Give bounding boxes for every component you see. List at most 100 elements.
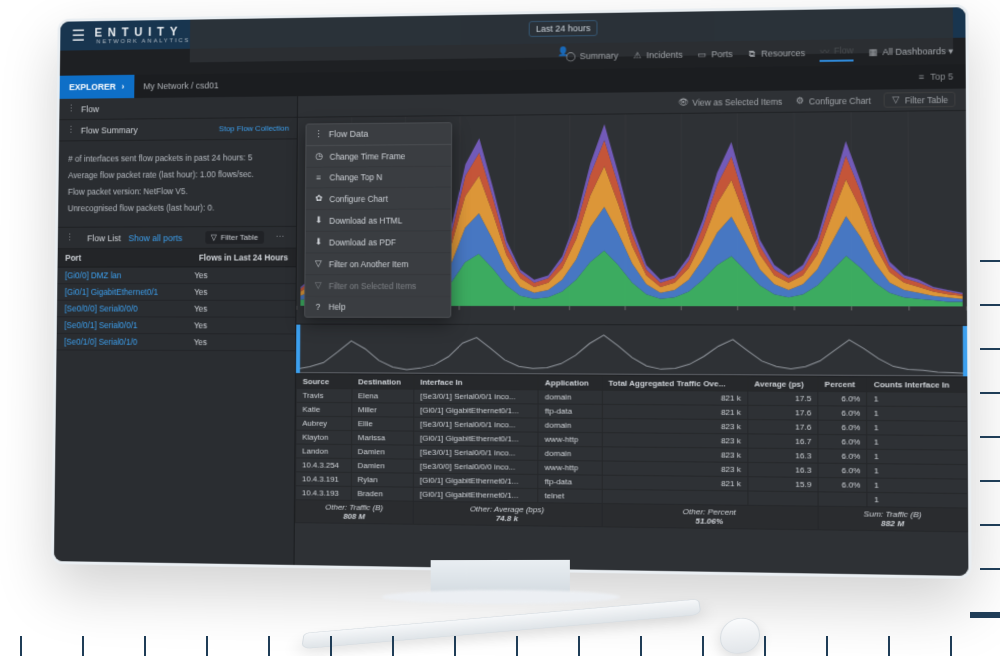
tab-icon: ▭ bbox=[697, 49, 707, 60]
col-header[interactable]: Application bbox=[538, 376, 602, 390]
gear-icon: ⚙ bbox=[795, 95, 805, 106]
flowlist-col-flows[interactable]: Flows in Last 24 Hours bbox=[199, 253, 288, 263]
tab-icon: ▦ bbox=[868, 46, 878, 57]
ctxmenu-item: ▽Filter on Selected Items bbox=[305, 275, 450, 297]
filter-icon: ≡ bbox=[919, 72, 925, 82]
ctxmenu-item[interactable]: ✿Configure Chart bbox=[306, 188, 451, 211]
chart-overview[interactable] bbox=[296, 325, 967, 378]
topn-label[interactable]: Top 5 bbox=[930, 71, 953, 81]
ctxmenu-item[interactable]: ⬇Download as HTML bbox=[306, 209, 451, 231]
port-link[interactable]: [Gi0/1] GigabitEthernet0/1 bbox=[65, 287, 195, 297]
show-all-ports-link[interactable]: Show all ports bbox=[128, 233, 182, 243]
ctxmenu-item-icon: ⬇ bbox=[313, 237, 323, 248]
ctxmenu-title: Flow Data bbox=[329, 129, 369, 140]
stop-flow-link[interactable]: Stop Flow Collection bbox=[219, 124, 289, 133]
flowlist-table: Port Flows in Last 24 Hours [Gi0/0] DMZ … bbox=[57, 249, 296, 352]
drag-icon: ⋮ bbox=[67, 125, 76, 136]
port-link[interactable]: [Se0/1/0] Serial0/1/0 bbox=[64, 337, 194, 347]
port-link[interactable]: [Se0/0/0] Serial0/0/0 bbox=[65, 304, 195, 314]
main: ⋮ Flow ⋮ Flow Summary Stop Flow Collecti… bbox=[54, 89, 968, 576]
flowlist-row[interactable]: [Gi0/0] DMZ lanYes bbox=[57, 267, 295, 284]
flow-title: Flow bbox=[81, 104, 99, 114]
filter-table-button[interactable]: ▽ Filter Table bbox=[205, 231, 264, 244]
breadcrumb-path[interactable]: My Network / csd01 bbox=[134, 80, 229, 91]
overview-handle[interactable] bbox=[296, 325, 300, 374]
chevron-right-icon: › bbox=[121, 82, 124, 92]
filter-table-label: Filter Table bbox=[221, 233, 259, 242]
summary-line: Average flow packet rate (last hour): 1.… bbox=[68, 166, 287, 184]
flowlist-row[interactable]: [Gi0/1] GigabitEthernet0/1Yes bbox=[57, 284, 296, 301]
explorer-label: EXPLORER bbox=[69, 82, 116, 92]
ctxmenu-item[interactable]: ▽Filter on Another Item bbox=[305, 253, 450, 275]
ctxmenu-item-icon: ✿ bbox=[314, 193, 324, 204]
brand: ENTUITY NETWORK ANALYTICS bbox=[94, 24, 190, 45]
port-link[interactable]: [Se0/0/1] Serial0/0/1 bbox=[64, 320, 194, 330]
ctxmenu-item[interactable]: ◷Change Time Frame bbox=[306, 145, 451, 168]
flow-summary-bar: ⋮ Flow Summary Stop Flow Collection bbox=[59, 118, 297, 142]
menu-icon: ⋮ bbox=[314, 129, 323, 140]
tab-ports[interactable]: ▭Ports bbox=[697, 46, 733, 64]
col-header[interactable]: Interface In bbox=[414, 375, 539, 390]
clock-icon: ◷ bbox=[559, 4, 567, 11]
right-panel: 👁View as Selected Items ⚙Configure Chart… bbox=[294, 89, 968, 576]
ctxmenu-item[interactable]: ?Help bbox=[305, 297, 450, 317]
ctxmenu-item[interactable]: ≡Change Top N bbox=[306, 167, 451, 189]
footer-cell: Other: Percent51.06% bbox=[602, 504, 819, 530]
brand-name: ENTUITY bbox=[95, 25, 184, 40]
summary-line: # of interfaces sent flow packets in pas… bbox=[68, 149, 287, 167]
topbar: ☰ ENTUITY NETWORK ANALYTICS ◷ Last 24 ho… bbox=[60, 7, 965, 50]
chart-context-menu: ⋮ Flow Data ◷Change Time Frame≡Change Top… bbox=[304, 122, 452, 318]
flow-summary-title: Flow Summary bbox=[81, 125, 138, 135]
filter-icon: ▽ bbox=[211, 233, 217, 242]
tab-incidents[interactable]: ⚠Incidents bbox=[632, 46, 682, 64]
tab-icon: ◯ bbox=[566, 51, 576, 62]
configure-chart-button[interactable]: ⚙Configure Chart bbox=[795, 95, 871, 107]
col-header[interactable]: Source bbox=[296, 375, 352, 389]
timeframe-button[interactable]: Last 24 hours bbox=[529, 20, 597, 37]
flow-data-table: SourceDestinationInterface InApplication… bbox=[294, 374, 968, 576]
filter-icon: ▽ bbox=[890, 94, 900, 105]
port-link[interactable]: [Gi0/0] DMZ lan bbox=[65, 270, 194, 280]
flowlist-title: Flow List bbox=[87, 233, 121, 243]
col-header[interactable]: Total Aggregated Traffic Ove... bbox=[602, 376, 748, 391]
tab-icon: ⚠ bbox=[632, 50, 642, 61]
col-header[interactable]: Counts Interface In bbox=[867, 377, 967, 392]
tab-all-dashboards-[interactable]: ▦All Dashboards ▾ bbox=[868, 42, 953, 60]
hamburger-icon[interactable]: ☰ bbox=[72, 26, 86, 46]
flow-summary-body: # of interfaces sent flow packets in pas… bbox=[58, 139, 297, 227]
explorer-button[interactable]: EXPLORER › bbox=[60, 75, 134, 99]
brand-subtitle: NETWORK ANALYTICS bbox=[96, 38, 190, 45]
summary-line: Flow packet version: NetFlow V5. bbox=[68, 183, 287, 201]
tab-resources[interactable]: ⧉Resources bbox=[747, 44, 805, 62]
ctxmenu-item-icon: ? bbox=[313, 302, 323, 312]
flowlist-row[interactable]: [Se0/0/1] Serial0/0/1Yes bbox=[57, 317, 296, 334]
ctxmenu-item-icon: ▽ bbox=[313, 280, 323, 291]
drag-icon: ⋮ bbox=[65, 233, 74, 244]
summary-line: Unrecognised flow packets (last hour): 0… bbox=[68, 199, 287, 217]
ctxmenu-item[interactable]: ⬇Download as PDF bbox=[306, 231, 451, 253]
flowlist-bar: ⋮ Flow List Show all ports ▽ Filter Tabl… bbox=[58, 227, 296, 249]
flowlist-menu-icon[interactable]: ⋯ bbox=[272, 232, 289, 243]
footer-cell: Sum: Traffic (B)882 M bbox=[818, 506, 967, 532]
col-header[interactable]: Percent bbox=[818, 377, 867, 392]
footer-cell: Other: Average (bps)74.8 k bbox=[413, 501, 602, 527]
col-header[interactable]: Destination bbox=[352, 375, 414, 389]
filter-table-button[interactable]: ▽Filter Table bbox=[883, 92, 955, 108]
flows-cell: Yes bbox=[194, 287, 288, 297]
view-selected-button[interactable]: 👁View as Selected Items bbox=[678, 96, 782, 108]
flowlist-col-port[interactable]: Port bbox=[65, 253, 199, 263]
ctxmenu-item-icon: ≡ bbox=[314, 173, 324, 183]
left-panel: ⋮ Flow ⋮ Flow Summary Stop Flow Collecti… bbox=[54, 96, 298, 565]
tab-summary[interactable]: ◯Summary bbox=[566, 47, 619, 65]
col-header[interactable]: Average (ps) bbox=[748, 377, 818, 392]
flow-chart[interactable]: ⋮ Flow Data ◷Change Time Frame≡Change Top… bbox=[296, 111, 967, 326]
ctxmenu-item-icon: ▽ bbox=[313, 258, 323, 269]
flows-cell: Yes bbox=[194, 304, 288, 314]
tab-icon: ⧉ bbox=[747, 48, 757, 59]
flowlist-row[interactable]: [Se0/1/0] Serial0/1/0Yes bbox=[57, 334, 296, 351]
footer-cell: Other: Traffic (B)808 M bbox=[295, 500, 413, 525]
app-root: ☰ ENTUITY NETWORK ANALYTICS ◷ Last 24 ho… bbox=[54, 7, 968, 576]
flows-cell: Yes bbox=[194, 320, 288, 330]
ctxmenu-item-icon: ◷ bbox=[314, 151, 324, 162]
flowlist-row[interactable]: [Se0/0/0] Serial0/0/0Yes bbox=[57, 301, 296, 318]
